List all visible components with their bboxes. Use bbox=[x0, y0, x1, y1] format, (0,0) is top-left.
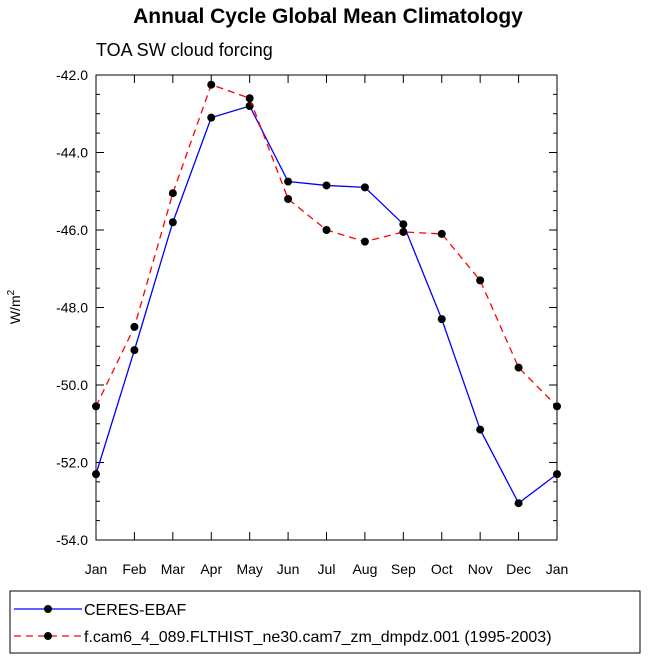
x-tick-label: Jul bbox=[318, 561, 336, 577]
data-point bbox=[168, 189, 177, 198]
data-point bbox=[399, 220, 408, 229]
data-point bbox=[207, 113, 216, 122]
data-point bbox=[168, 218, 177, 227]
data-point bbox=[322, 181, 331, 190]
y-tick-label: -50.0 bbox=[56, 377, 88, 393]
data-point bbox=[130, 346, 139, 355]
data-point bbox=[437, 315, 446, 324]
data-point bbox=[245, 94, 254, 103]
chart-title: Annual Cycle Global Mean Climatology bbox=[133, 5, 523, 28]
x-tick-label: Nov bbox=[468, 561, 493, 577]
y-tick-label: -44.0 bbox=[56, 145, 88, 161]
legend-box bbox=[9, 590, 641, 654]
data-point bbox=[399, 227, 408, 236]
x-tick-label: Sep bbox=[391, 561, 416, 577]
y-axis-label: W/m2 bbox=[6, 289, 23, 324]
data-point bbox=[476, 276, 485, 285]
data-point bbox=[514, 499, 523, 508]
data-point bbox=[245, 102, 254, 110]
data-point bbox=[553, 470, 561, 479]
data-point bbox=[360, 183, 369, 192]
legend-label: CERES-EBAF bbox=[84, 602, 186, 619]
data-point bbox=[284, 195, 293, 203]
y-tick-label: -46.0 bbox=[56, 222, 88, 238]
plot-area: -42.0 -44.0 -46.0 -48.0 -50.0 -52.0 -54.0 Jan Fe… bbox=[56, 67, 568, 577]
series-line bbox=[95, 105, 558, 505]
data-point bbox=[514, 363, 523, 372]
x-tick-label: Oct bbox=[431, 561, 453, 577]
data-point bbox=[360, 237, 369, 246]
legend: CERES-EBAF f.cam6_4_089.FLTHIST_ne30.cam7… bbox=[9, 590, 641, 654]
legend-marker bbox=[44, 605, 52, 613]
series-line bbox=[95, 83, 558, 407]
x-tick-label: May bbox=[236, 561, 262, 577]
data-point bbox=[284, 177, 293, 186]
x-tick-label: Feb bbox=[122, 561, 146, 577]
y-axis-label-superscript: 2 bbox=[6, 289, 17, 295]
x-tick-label: Jan bbox=[85, 561, 108, 577]
y-axis-label-base: W/m bbox=[7, 295, 23, 324]
legend-marker bbox=[44, 632, 52, 640]
x-tick-label: Apr bbox=[200, 561, 222, 577]
x-tick-label: Dec bbox=[506, 561, 531, 577]
y-tick-label: -52.0 bbox=[56, 455, 88, 471]
data-point bbox=[207, 80, 216, 89]
data-point bbox=[476, 425, 485, 434]
y-tick-label: -54.0 bbox=[56, 532, 88, 548]
data-point bbox=[92, 402, 100, 411]
legend-label: f.cam6_4_089.FLTHIST_ne30.cam7_zm_dmpdz.… bbox=[84, 629, 552, 646]
x-tick-label: Aug bbox=[352, 561, 377, 577]
data-point bbox=[130, 322, 139, 331]
data-point bbox=[553, 402, 561, 411]
y-tick-label: -48.0 bbox=[56, 300, 88, 316]
y-tick-label: -42.0 bbox=[56, 67, 88, 83]
x-tick-label: Jun bbox=[277, 561, 300, 577]
data-point bbox=[322, 226, 331, 234]
data-point bbox=[437, 229, 446, 238]
x-tick-label: Mar bbox=[161, 561, 185, 577]
chart-subtitle: TOA SW cloud forcing bbox=[96, 40, 273, 60]
plot-frame bbox=[95, 74, 558, 541]
data-point bbox=[92, 470, 100, 479]
x-tick-label: Jan bbox=[546, 561, 569, 577]
